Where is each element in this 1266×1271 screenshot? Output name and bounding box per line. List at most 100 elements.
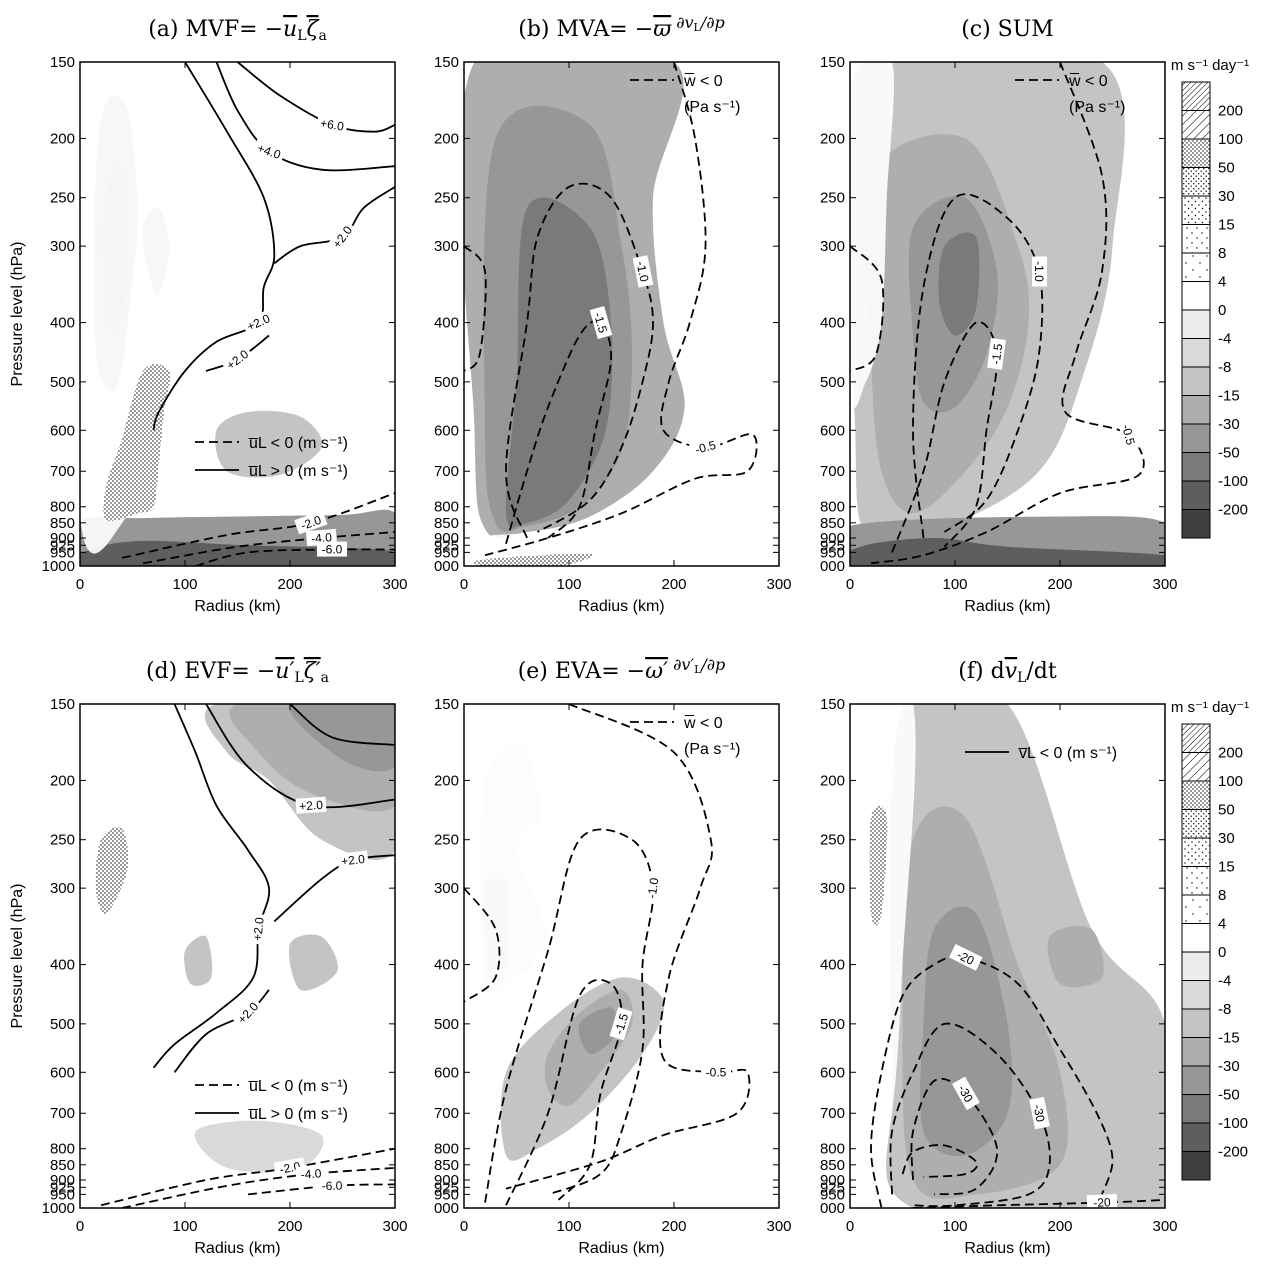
colorbar-tick-label: -8	[1218, 359, 1231, 376]
colorbar-cell	[1181, 780, 1211, 810]
contour-line	[484, 828, 655, 1203]
colorbar-cell	[1181, 252, 1211, 282]
contour-label: +2.0	[295, 796, 327, 814]
y-tick-label: 000	[434, 1200, 459, 1217]
colorbar-cell	[1181, 752, 1211, 782]
panel-title: (a) MVF= −uLζa	[148, 17, 327, 44]
legend-text: (Pa s⁻¹)	[1069, 99, 1125, 116]
y-tick-label: 300	[434, 238, 459, 255]
colorbar-tick-label: -15	[1218, 388, 1240, 405]
y-tick-label: 800	[820, 1141, 845, 1158]
contour-label-bg	[948, 943, 983, 971]
y-tick-label: 925	[434, 537, 459, 554]
colorbar-tick-label: 30	[1218, 188, 1235, 205]
hatched-region	[103, 364, 171, 521]
x-tick-label: 300	[1152, 576, 1177, 593]
colorbar-tick-label: 50	[1218, 802, 1235, 819]
y-tick-label: 500	[50, 1016, 75, 1033]
y-tick-label: 200	[50, 130, 75, 147]
legend-text: (Pa s⁻¹)	[684, 99, 740, 116]
colorbar-tick-label: -30	[1218, 416, 1240, 433]
colorbar-tick-label: 100	[1218, 773, 1243, 790]
y-tick-label: 800	[434, 1141, 459, 1158]
contour-label-bg	[1086, 1193, 1118, 1208]
contour-label-bg	[317, 541, 347, 557]
y-tick-label: 800	[50, 499, 75, 516]
y-tick-label: 900	[820, 530, 845, 547]
title-part: u′	[275, 659, 294, 684]
y-tick-label: 250	[50, 832, 75, 849]
contour-label: -0.5	[688, 435, 722, 459]
colorbar-tick-label: -4	[1218, 331, 1231, 348]
title-part: u	[283, 17, 297, 42]
x-tick-label: 300	[382, 576, 407, 593]
contour-line	[464, 245, 487, 372]
y-tick-label: 300	[50, 880, 75, 897]
colorbar-tick-label: 8	[1218, 887, 1226, 904]
y-tick-label: 900	[434, 530, 459, 547]
contour-line	[912, 193, 1044, 539]
y-tick-label: 200	[50, 772, 75, 789]
colorbar-cell	[1181, 1122, 1211, 1152]
contour-label: +6.0	[316, 114, 349, 135]
title-part: v	[1005, 659, 1018, 684]
title-part: (d) EVF= −	[146, 659, 275, 684]
y-tick-label: 150	[820, 54, 845, 71]
title-part: ω′	[645, 659, 668, 684]
shaded-region	[288, 934, 338, 991]
x-tick-label: 0	[76, 1218, 84, 1235]
colorbar-cell	[1181, 509, 1211, 539]
y-tick-label: 850	[50, 1157, 75, 1174]
colorbar-cell	[1181, 423, 1211, 453]
panel-d-plot-area: +2.0+2.0+2.0+2.0-2.0-4.0-6.0	[80, 704, 395, 1208]
contour-label-bg	[220, 344, 254, 375]
title-part: (a) MVF= −	[148, 17, 283, 42]
stippled-region	[850, 704, 916, 1208]
legend-text: u̅L > 0 (m s⁻¹)	[248, 463, 348, 480]
shaded-region	[194, 1120, 324, 1173]
contour-label-text: -6.0	[322, 1179, 343, 1193]
y-tick-label: 800	[50, 1141, 75, 1158]
legend-text: v̅L < 0 (m s⁻¹)	[1018, 745, 1117, 762]
colorbar-cell	[1181, 366, 1211, 396]
contour-label-text: -0.5	[694, 438, 718, 457]
contour-label-bg	[327, 220, 357, 254]
contour-line	[205, 704, 395, 809]
contour-label: -0.5	[701, 1064, 731, 1080]
legend-text: w̅ < 0	[683, 72, 723, 90]
colorbar-tick-label: 200	[1218, 745, 1243, 762]
y-tick-label: 850	[820, 1157, 845, 1174]
x-tick-label: 200	[277, 576, 302, 593]
contour-label: -1.5	[589, 305, 613, 339]
contour-label: -20	[1086, 1193, 1118, 1208]
panel-title: (f) dvL/dt	[958, 659, 1057, 686]
contour-label: -0.5	[1117, 418, 1140, 451]
contour-label-bg	[337, 850, 369, 869]
colorbar-cell	[1181, 951, 1211, 981]
y-tick-label: 400	[50, 957, 75, 974]
y-tick-label: 300	[820, 238, 845, 255]
title-part: L	[294, 670, 303, 686]
contour-label-text: -0.5	[706, 1065, 727, 1079]
shaded-region	[938, 232, 980, 336]
y-tick-label: 500	[820, 374, 845, 391]
hatched-region	[869, 805, 888, 926]
y-tick-label: 300	[820, 880, 845, 897]
contour-line	[152, 62, 276, 431]
y-tick-label: 250	[434, 832, 459, 849]
colorbar-tick-label: -8	[1218, 1001, 1231, 1018]
shaded-region	[288, 704, 395, 772]
colorbar-tick-label: -100	[1218, 473, 1248, 490]
title-part: L	[297, 28, 306, 44]
colorbar-tick-label: 0	[1218, 944, 1226, 961]
shaded-region	[578, 1007, 618, 1055]
legend-text: u̅L < 0 (m s⁻¹)	[248, 435, 348, 452]
x-tick-label: 100	[942, 576, 967, 593]
contour-label: -6.0	[317, 541, 347, 557]
y-tick-label: 950	[434, 1186, 459, 1203]
title-part: ζ	[307, 17, 321, 42]
contour-line	[505, 704, 751, 1190]
x-tick-label: 300	[382, 1218, 407, 1235]
contour-label-bg	[231, 996, 264, 1029]
y-axis-label: Pressure level (hPa)	[9, 242, 26, 387]
